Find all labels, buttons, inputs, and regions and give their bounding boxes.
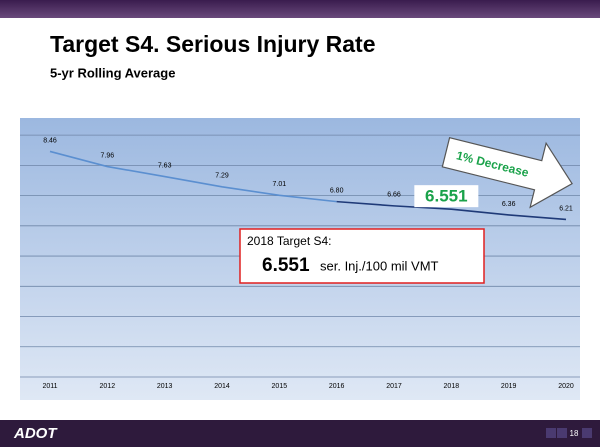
x-tick-label: 2012 xyxy=(100,383,116,390)
callout-value: 6.551 xyxy=(262,255,310,276)
x-tick-label: 2017 xyxy=(386,383,402,390)
data-label: 6.36 xyxy=(502,201,516,208)
top-bar xyxy=(0,0,600,18)
footer-logo: ADOT xyxy=(13,425,58,442)
data-label: 7.01 xyxy=(273,181,287,188)
target-label: 6.551 xyxy=(425,187,468,206)
x-tick-label: 2011 xyxy=(42,383,57,390)
data-label: 7.96 xyxy=(101,152,115,159)
slide-title: Target S4. Serious Injury Rate xyxy=(50,31,376,57)
data-label: 8.46 xyxy=(43,137,57,144)
x-tick-label: 2018 xyxy=(444,383,460,390)
marks: 8.46 7.96 7.63 7.29 7.01 6.80 6.66 6.551 6.36 6.2… xyxy=(43,137,573,221)
projection-line xyxy=(336,200,567,221)
callout: 2018 Target S4: 6.551 ser. Inj./100 mil … xyxy=(239,228,485,284)
callout-box xyxy=(239,228,485,284)
x-tick-label: 2020 xyxy=(558,383,574,390)
page-number: 18 xyxy=(570,429,579,438)
nav-prev[interactable] xyxy=(546,428,556,438)
x-tick-label: 2014 xyxy=(214,383,230,390)
data-label: 7.29 xyxy=(215,173,229,180)
data-label: 6.21 xyxy=(559,205,573,212)
actual-line xyxy=(49,150,337,203)
arrow-shape xyxy=(441,136,573,209)
footer-bar xyxy=(0,420,600,447)
data-label: 7.63 xyxy=(158,162,172,169)
nav-next[interactable] xyxy=(582,428,592,438)
callout-title: 2018 Target S4: xyxy=(247,234,332,248)
slide-subtitle: 5-yr Rolling Average xyxy=(50,65,175,80)
x-tick-label: 2013 xyxy=(157,383,173,390)
x-tick-label: 2016 xyxy=(329,383,345,390)
data-label: 6.66 xyxy=(387,192,401,199)
data-label: 6.80 xyxy=(330,187,344,194)
grid: 2011 2012 2013 2014 2015 2016 2017 2018 2019 2020 xyxy=(20,134,580,390)
target-label-bg xyxy=(414,185,479,208)
nav-back[interactable] xyxy=(557,428,567,438)
callout-unit: ser. Inj./100 mil VMT xyxy=(320,258,439,273)
x-tick-label: 2015 xyxy=(272,383,288,390)
x-tick-label: 2019 xyxy=(501,383,517,390)
